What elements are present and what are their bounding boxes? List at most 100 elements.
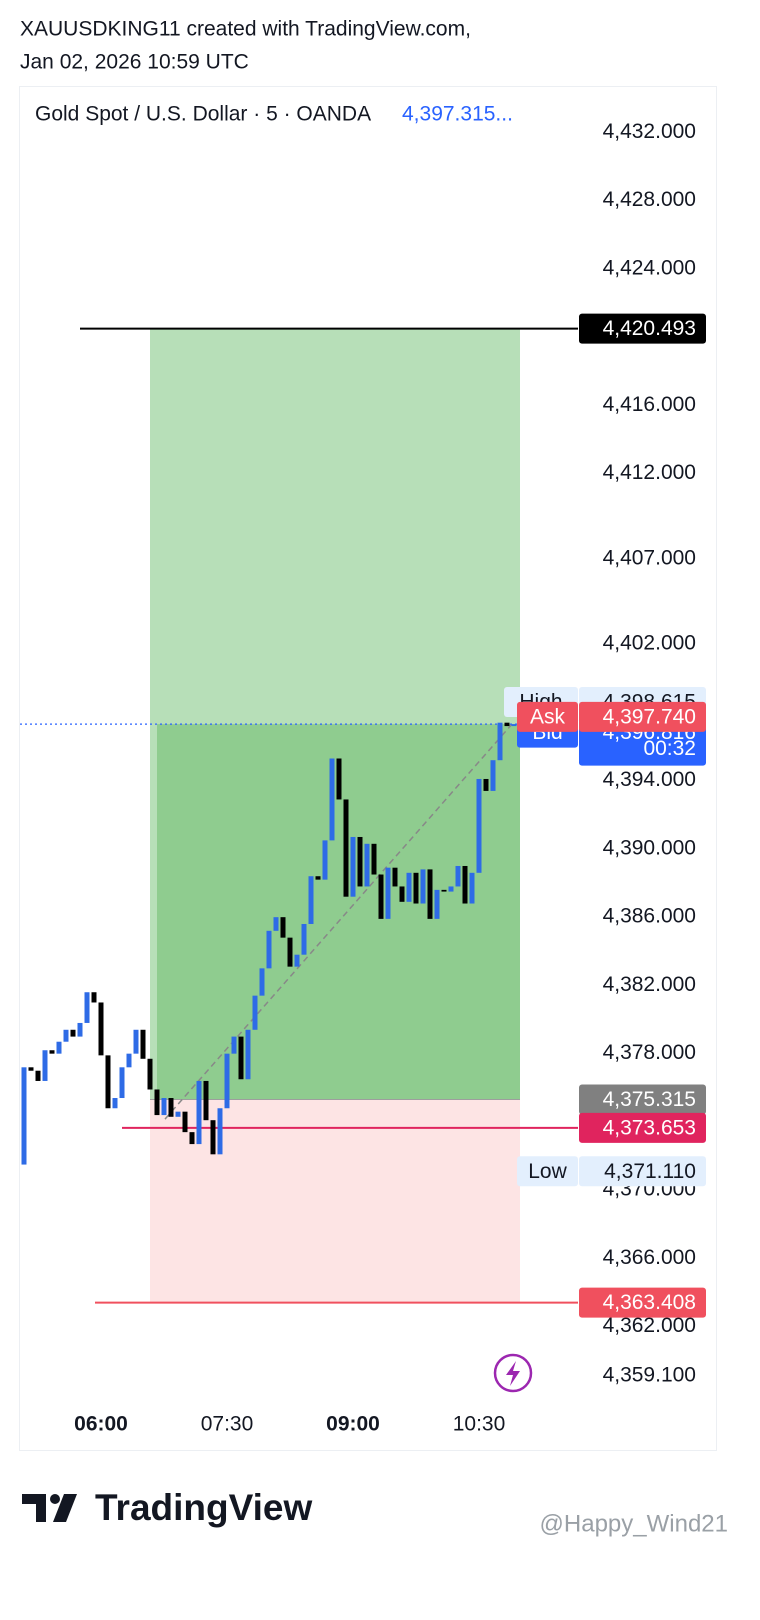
candle-body (84, 992, 90, 1023)
candle-body (105, 1055, 111, 1109)
y-tick-label: 4,402.000 (603, 632, 696, 655)
author-line: XAUUSDKING11 created with TradingView.co… (20, 18, 471, 41)
candle-body (147, 1058, 153, 1090)
candle-body (343, 799, 349, 897)
price-tag-label: 4,363.408 (603, 1291, 696, 1314)
candle-body (511, 724, 517, 727)
candle-body (413, 872, 419, 904)
candle-body (28, 1067, 34, 1071)
y-tick-label: 4,428.000 (603, 188, 696, 211)
price-tag-label: 4,371.110 (604, 1160, 696, 1183)
candle-body (217, 1108, 223, 1155)
candle-body (483, 778, 489, 791)
price-tag-label: 4,373.653 (603, 1116, 696, 1139)
plot: 4,432.000 4,428.000 4,424.000 4,416.000 4,41… (20, 120, 706, 1436)
y-tick-label: 4,382.000 (603, 973, 696, 996)
price-tag-label: 4,375.315 (603, 1088, 696, 1111)
y-tick-label: 4,386.000 (603, 905, 696, 928)
candle-body (70, 1029, 76, 1037)
candle-body (469, 872, 475, 904)
candle-body (91, 992, 97, 1003)
candle-body (357, 836, 363, 887)
loss-zone (150, 1099, 520, 1303)
y-tick-label: 4,407.000 (603, 546, 696, 569)
candle-body (42, 1050, 48, 1081)
candle-body (406, 872, 412, 902)
candle-body (56, 1041, 62, 1054)
candle-body (462, 865, 468, 904)
countdown: 00:32 (643, 737, 696, 760)
y-tick-label: 4,394.000 (603, 768, 696, 791)
candle-body (238, 1036, 244, 1080)
tag-name-box (517, 1156, 578, 1187)
candle-body (98, 1002, 104, 1056)
candle-body (119, 1067, 125, 1099)
y-tick-label: 4,424.000 (603, 256, 696, 279)
candle-body (385, 867, 391, 919)
x-tick-label: 09:00 (326, 1413, 380, 1436)
candle-body (21, 1067, 27, 1165)
candle-body (126, 1053, 132, 1068)
date-line: Jan 02, 2026 10:59 UTC (20, 51, 249, 74)
legend: Gold Spot / U.S. Dollar · 5 · OANDA (35, 103, 371, 126)
y-tick-label: 4,359.100 (603, 1364, 696, 1387)
candle-body (245, 1029, 251, 1080)
brand: TradingView (95, 1487, 312, 1528)
candle-body (112, 1098, 118, 1109)
legend-price: 4,397.315... (402, 103, 513, 126)
candle-body (154, 1089, 160, 1116)
candle-body (448, 886, 454, 892)
price-tag (579, 313, 706, 344)
candle-body (336, 758, 342, 800)
candle-body (504, 722, 510, 727)
candle-body (273, 917, 279, 931)
candle-body (427, 869, 433, 919)
candle-body (497, 722, 503, 761)
candle-body (364, 843, 370, 887)
candle-body (182, 1111, 188, 1133)
candle-body (490, 760, 496, 791)
candle-body (231, 1036, 237, 1054)
y-tick-label: 4,366.000 (603, 1246, 696, 1269)
candle-body (350, 836, 356, 897)
candle-body (371, 843, 377, 875)
candle-body (77, 1022, 83, 1037)
y-tick-label: 4,432.000 (603, 120, 696, 143)
price-tag (579, 701, 706, 732)
candle-body (420, 869, 426, 904)
trend-line (164, 723, 513, 1120)
candle-body (455, 865, 461, 887)
y-tick-label: 4,390.000 (603, 836, 696, 859)
x-tick-label: 06:00 (74, 1413, 128, 1436)
y-tick-label: 4,362.000 (603, 1314, 696, 1337)
price-tag (579, 1112, 706, 1143)
candle-body (329, 758, 335, 841)
x-tick-label: 10:30 (453, 1413, 506, 1436)
candle-body (301, 923, 307, 955)
candle-body (224, 1053, 230, 1109)
candle-body (266, 930, 272, 969)
candle-body (308, 876, 314, 924)
candle-body (378, 874, 384, 919)
candle-body (441, 889, 447, 892)
candle-body (161, 1098, 167, 1116)
watermark: @Happy_Wind21 (540, 1510, 728, 1537)
price-tag-label: 4,397.740 (603, 705, 696, 728)
candle-body (434, 889, 440, 919)
x-tick-label: 07:30 (201, 1413, 254, 1436)
price-tag (579, 1156, 706, 1187)
price-tag-label: 4,420.493 (603, 317, 696, 340)
candle-body (210, 1120, 216, 1155)
logo (22, 1494, 77, 1522)
candle-body (140, 1029, 146, 1059)
price-tag (579, 1084, 706, 1115)
candle-body (280, 917, 286, 938)
candle-body (392, 867, 398, 887)
candle-body (35, 1070, 41, 1081)
y-tick-label: 4,412.000 (603, 461, 696, 484)
candle-body (287, 937, 293, 967)
candle-body (175, 1111, 181, 1117)
candle-body (196, 1080, 202, 1145)
candle-body (259, 968, 265, 996)
